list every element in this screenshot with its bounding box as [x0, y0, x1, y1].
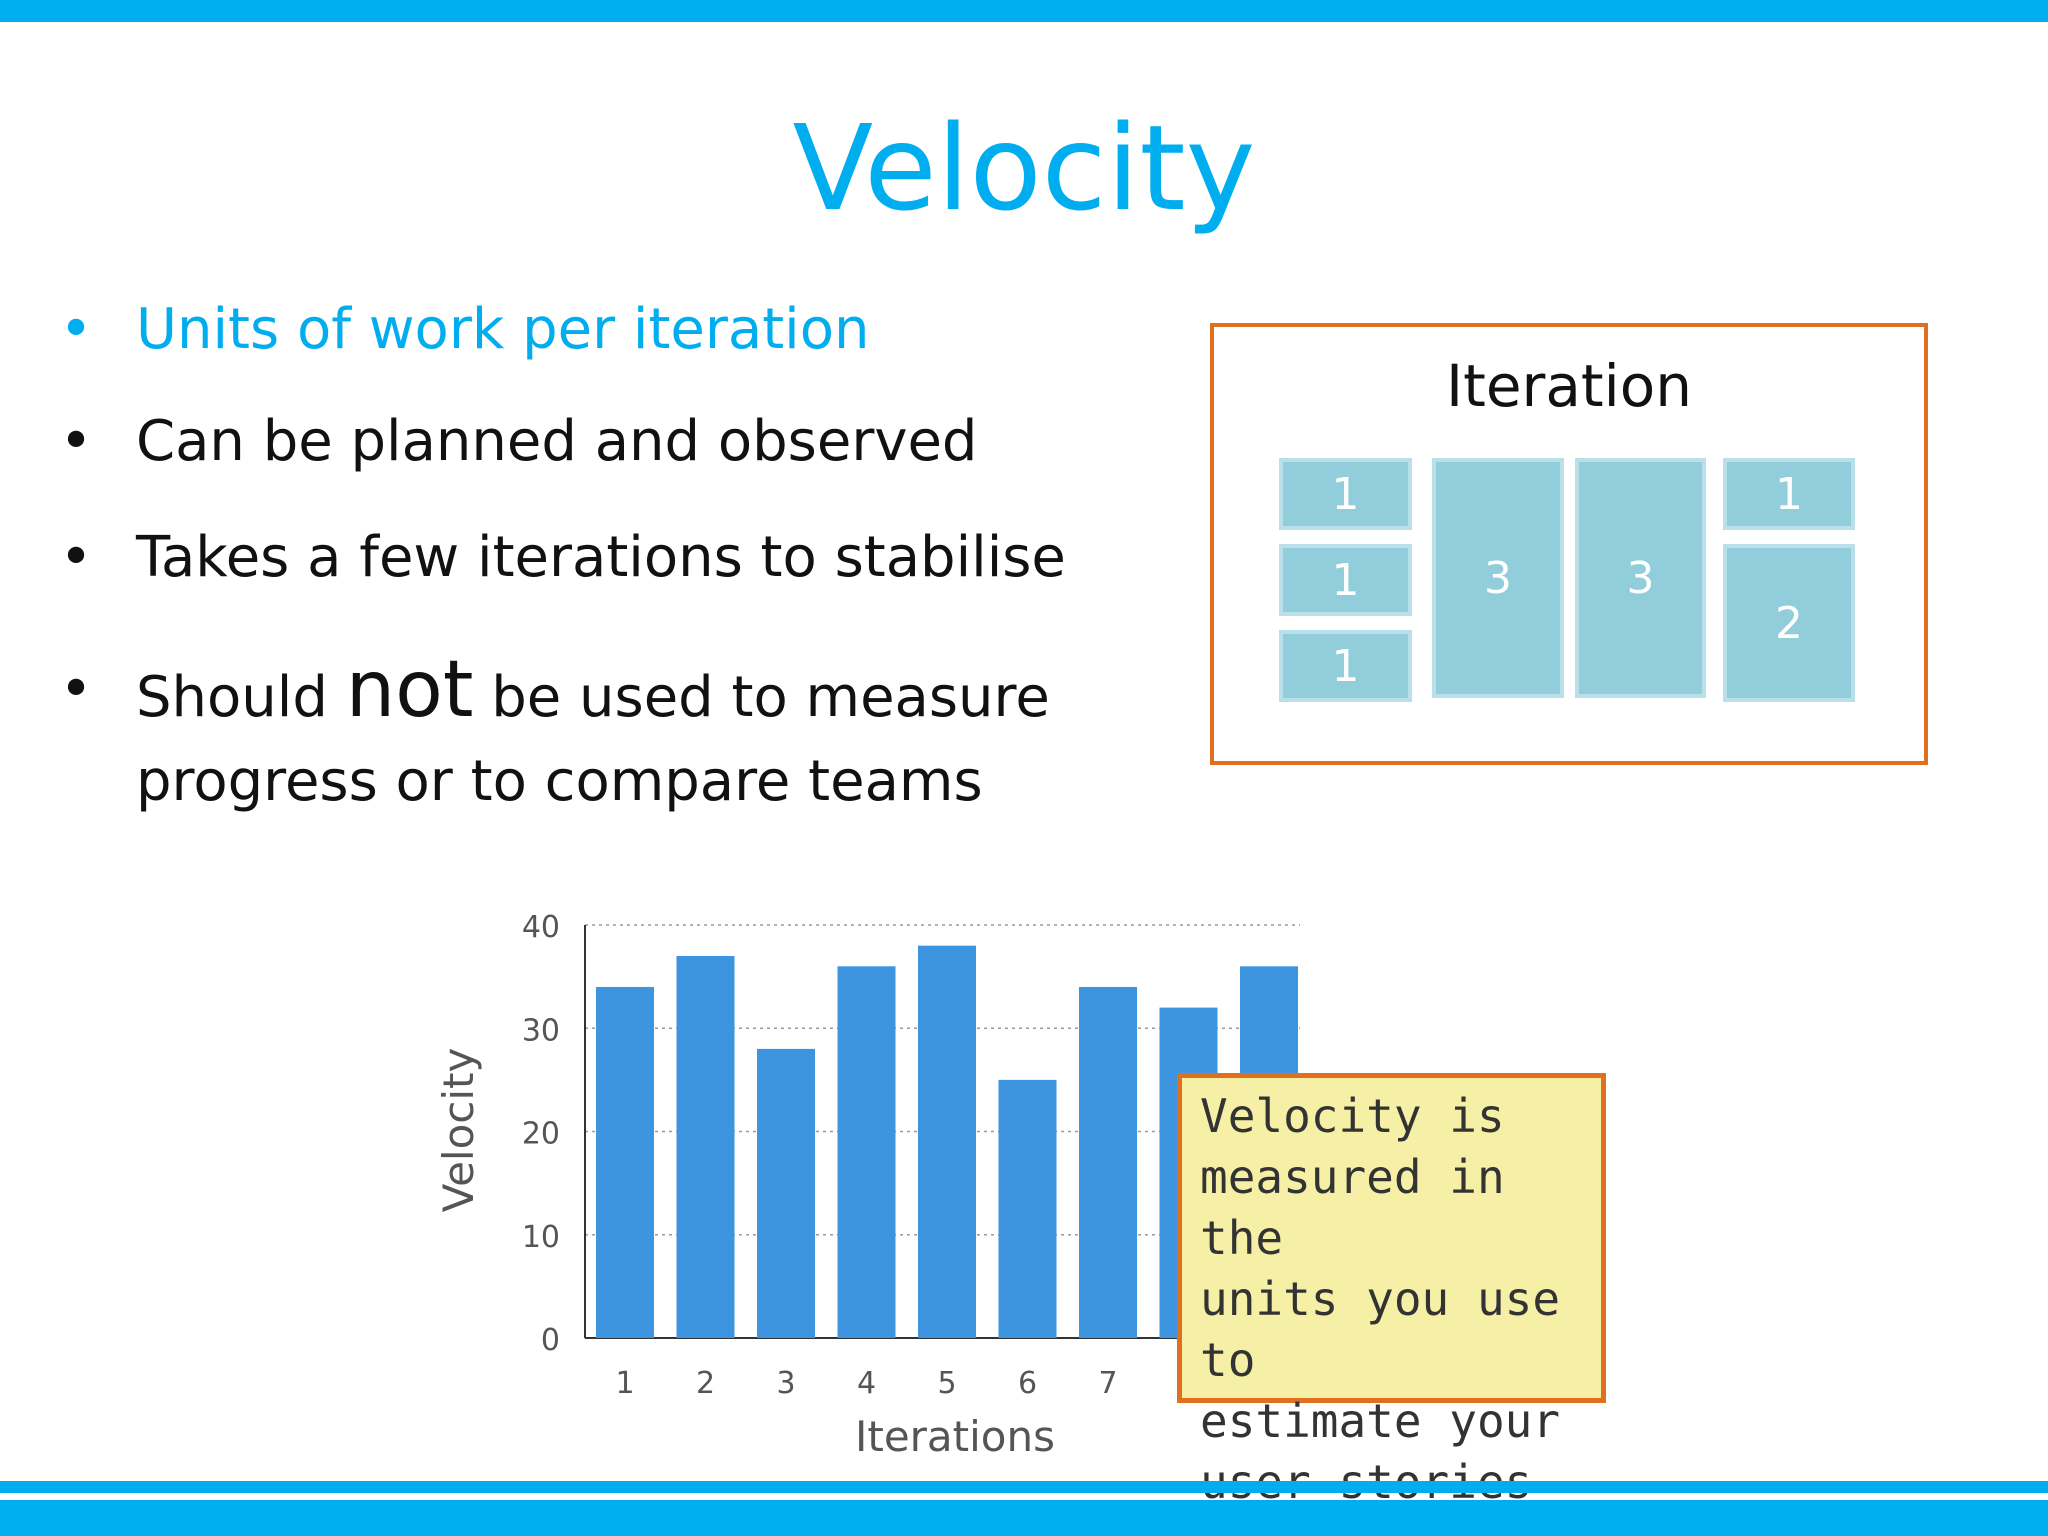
story-card: 1 [1279, 458, 1412, 530]
note-line: units you use to [1200, 1272, 1561, 1387]
bullet-text: Takes a few iterations to stabilise [136, 525, 1066, 590]
x-tick-label: 5 [937, 1366, 956, 1401]
x-tick-label: 1 [615, 1366, 634, 1401]
bar [1079, 986, 1137, 1338]
bullet-text-post: be used to measure [473, 665, 1050, 730]
story-card: 2 [1723, 544, 1855, 702]
note-line: measured in the [1200, 1150, 1505, 1265]
sticky-note: Velocity is measured in the units you us… [1177, 1073, 1606, 1509]
x-axis-title: Iterations [854, 1412, 1056, 1461]
bar [837, 966, 896, 1338]
note-text: Velocity is measured in the units you us… [1200, 1086, 1600, 1513]
bottom-rule [0, 1481, 2048, 1493]
top-accent-bar [0, 0, 2048, 22]
x-tick-label: 6 [1018, 1366, 1037, 1401]
y-axis-title: Velocity [434, 1048, 483, 1213]
bottom-accent-bar [0, 1500, 2048, 1536]
x-tick-label: 3 [776, 1366, 795, 1401]
bullet-dot: • [59, 409, 93, 474]
bullet-dot: • [59, 657, 93, 722]
bullet-emphasis: not [345, 645, 474, 735]
note-line: estimate your [1200, 1394, 1561, 1448]
bullet-text: Units of work per iteration [136, 297, 870, 362]
bullet-text-line2: progress or to compare teams [136, 749, 983, 814]
iteration-title: Iteration [1445, 352, 1693, 420]
x-tick-label: 7 [1098, 1366, 1117, 1401]
bullet-text-pre: Should [136, 665, 346, 730]
story-card: 1 [1279, 544, 1412, 616]
slide-title: Velocity [792, 99, 1256, 237]
bar [757, 1048, 815, 1338]
story-card: 1 [1279, 630, 1412, 702]
bar [676, 955, 735, 1338]
story-card: 3 [1575, 458, 1706, 698]
y-tick-label: 10 [522, 1220, 560, 1255]
note-line: Velocity is [1200, 1089, 1505, 1143]
bar [918, 945, 976, 1338]
y-tick-label: 0 [541, 1323, 560, 1358]
y-tick-label: 30 [522, 1013, 560, 1048]
bullet-text: Should not be used to measure [136, 646, 1176, 742]
bullet-text: Can be planned and observed [136, 409, 978, 474]
story-card: 3 [1432, 458, 1564, 698]
iteration-diagram: Iteration 1 1 1 3 3 1 2 [1210, 323, 1928, 765]
x-tick-label: 2 [696, 1366, 715, 1401]
y-tick-label: 20 [522, 1117, 560, 1152]
y-tick-label: 40 [522, 910, 560, 945]
bullet-dot: • [59, 297, 93, 362]
bar [596, 986, 654, 1338]
story-card: 1 [1723, 458, 1855, 530]
bullet-dot: • [59, 525, 93, 590]
bar [998, 1079, 1057, 1338]
x-tick-label: 4 [857, 1366, 876, 1401]
